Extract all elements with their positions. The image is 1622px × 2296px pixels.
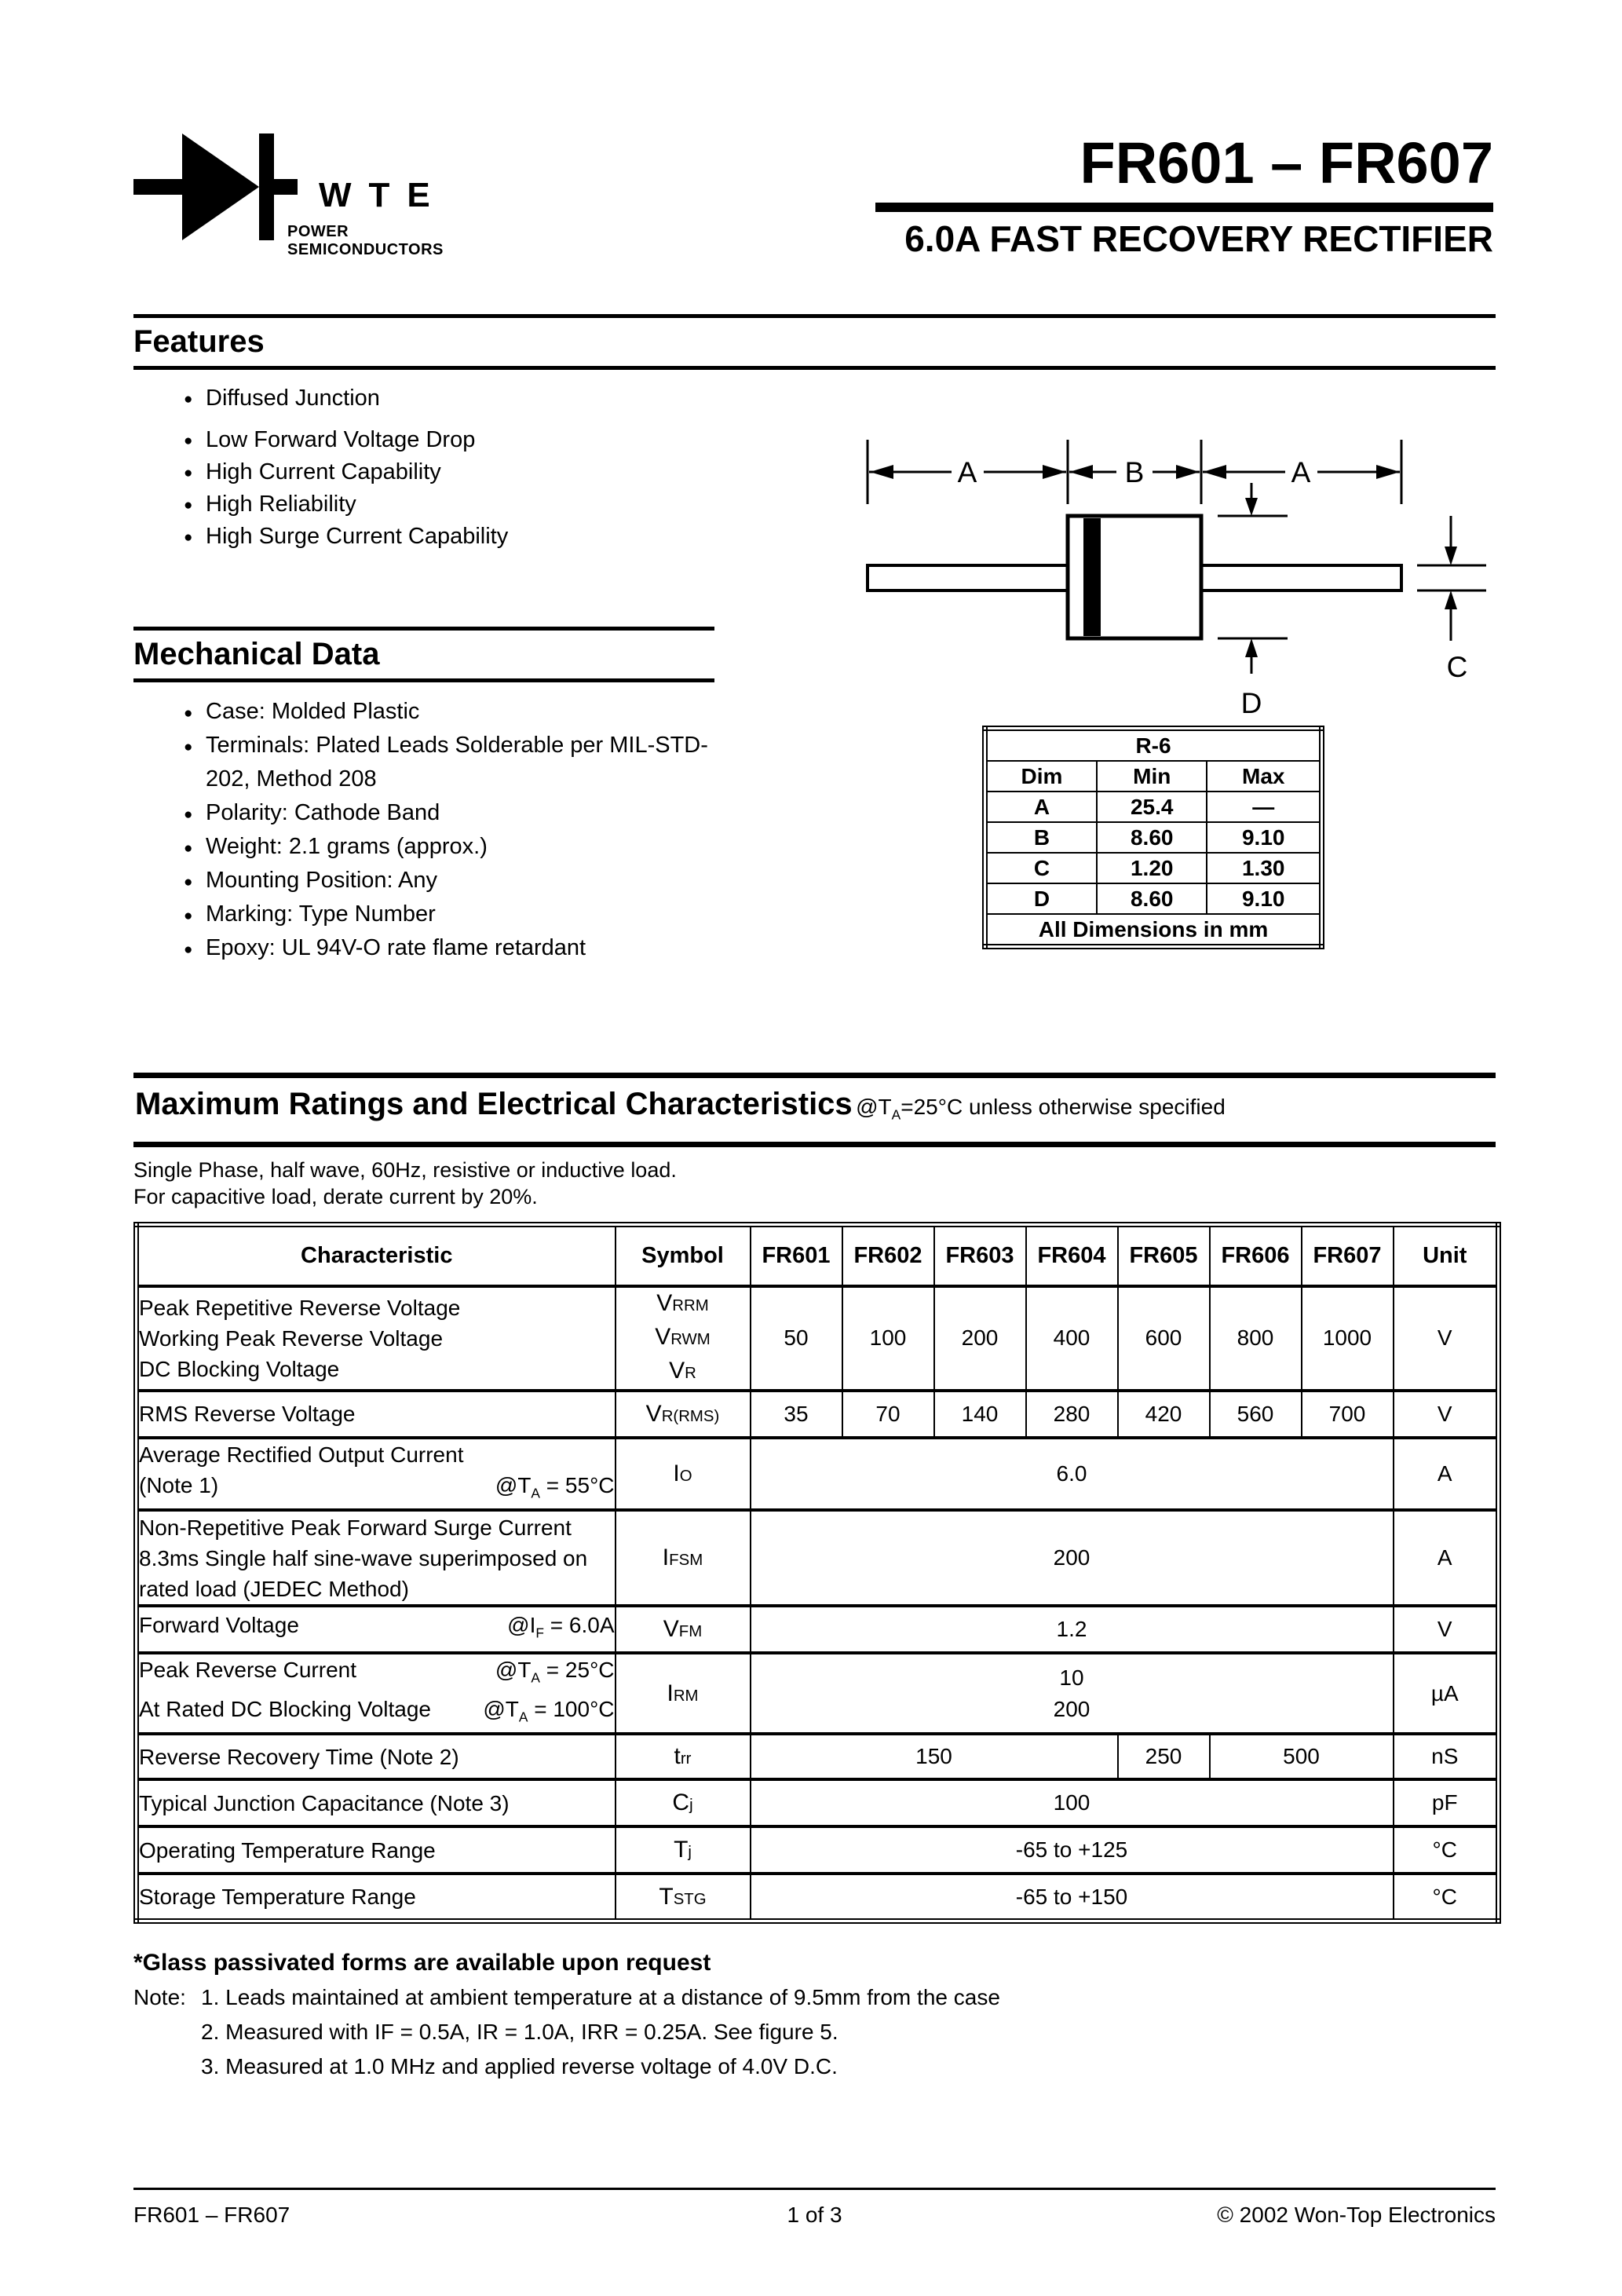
note-item: 3. Measured at 1.0 MHz and applied rever… [201, 2054, 838, 2078]
dim-label-a2: A [1291, 456, 1311, 488]
note-label: Note: [133, 1985, 186, 2009]
dim-cell: D [984, 883, 1098, 915]
table-row: Storage Temperature Range TSTG -65 to +1… [135, 1872, 1500, 1923]
diode-symbol-lead-right-icon [274, 179, 298, 195]
table-row: Typical Junction Capacitance (Note 3) Cj… [135, 1778, 1500, 1829]
list-item: Diffused Junction [133, 382, 1496, 415]
dim-cell: 1.20 [1095, 852, 1208, 884]
footer-part-number: FR601 – FR607 [133, 2203, 290, 2227]
title-block: FR601 – FR607 6.0A FAST RECOVERY RECTIFI… [875, 132, 1493, 259]
table-row: Forward Voltage @IF = 6.0A VFM 1.2 V [135, 1604, 1500, 1655]
footer-rule [133, 2188, 1496, 2190]
table-row: RMS Reverse Voltage VR(RMS) 35 70 140 28… [135, 1388, 1500, 1439]
list-item: Terminals: Plated Leads Solderable per M… [133, 729, 714, 796]
dim-label-c: C [1447, 651, 1468, 683]
dim-col-header: Dim [984, 760, 1098, 792]
dim-cell: 25.4 [1095, 791, 1208, 823]
section-rule [133, 627, 714, 631]
mechanical-data-heading: Mechanical Data [133, 637, 380, 671]
dim-cell: 8.60 [1095, 821, 1208, 854]
col-header: FR602 [841, 1223, 935, 1288]
table-row: Peak Repetitive Reverse Voltage Working … [135, 1284, 1500, 1392]
section-rule [133, 314, 1496, 318]
dimension-table: R-6 Dim Min Max A 25.4 — B 8.60 9.10 C 1… [982, 726, 1324, 949]
table-row: Non-Repetitive Peak Forward Surge Curren… [135, 1508, 1500, 1608]
glass-passivated-note: *Glass passivated forms are available up… [133, 1950, 711, 1976]
dim-cell: 1.30 [1206, 852, 1323, 884]
section-rule [133, 366, 1496, 370]
section-rule [133, 678, 714, 682]
ratings-table-wrap: Characteristic Symbol FR601 FR602 FR603 … [133, 1222, 1501, 1924]
logo-tagline: POWER SEMICONDUCTORS [287, 223, 444, 258]
col-header: Characteristic [135, 1223, 616, 1288]
diode-symbol-cathode-icon [259, 133, 274, 240]
table-header-row: Characteristic Symbol FR601 FR602 FR603 … [135, 1223, 1500, 1288]
note-item: 1. Leads maintained at ambient temperatu… [201, 1985, 1000, 2009]
dim-col-header: Max [1206, 760, 1323, 792]
note-item: 2. Measured with IF = 0.5A, IR = 1.0A, I… [201, 2020, 838, 2044]
col-header: FR604 [1025, 1223, 1119, 1288]
col-header: FR606 [1208, 1223, 1302, 1288]
list-item: Case: Molded Plastic [133, 695, 714, 730]
table-row: Reverse Recovery Time (Note 2) trr 150 2… [135, 1732, 1500, 1782]
col-header: Unit [1392, 1223, 1500, 1288]
dim-cell: C [984, 852, 1098, 884]
ratings-heading: Maximum Ratings and Electrical Character… [135, 1087, 853, 1121]
dim-cell: 9.10 [1206, 883, 1323, 915]
table-row: Peak Reverse Current @TA = 25°C At Rated… [135, 1651, 1500, 1736]
list-item: Mounting Position: Any [133, 864, 714, 899]
diode-symbol-triangle-icon [182, 133, 259, 240]
dim-table-title: R-6 [984, 727, 1323, 762]
ratings-condition: @TA=25°C unless otherwise specified [856, 1095, 1226, 1123]
ratings-subtitle-1: Single Phase, half wave, 60Hz, resistive… [133, 1157, 677, 1182]
col-header: FR605 [1116, 1223, 1211, 1288]
diode-symbol-lead-left-icon [133, 179, 182, 195]
part-number-title: FR601 – FR607 [1080, 130, 1494, 196]
ratings-subtitle-2: For capacitive load, derate current by 2… [133, 1184, 538, 1208]
dim-cell: B [984, 821, 1098, 854]
wte-logo: WTE POWER SEMICONDUCTORS [133, 132, 502, 258]
title-rule [875, 203, 1493, 212]
list-item: Low Forward Voltage Drop [133, 424, 1496, 457]
package-outline-drawing: A B A C D [866, 440, 1486, 719]
mechanical-data-section: Mechanical Data Case: Molded Plastic Ter… [133, 627, 714, 967]
col-header: Symbol [614, 1223, 751, 1288]
list-item: Polarity: Cathode Band [133, 796, 714, 832]
list-item: Marking: Type Number [133, 898, 714, 933]
features-section: Features Diffused Junction Low Forward V… [133, 314, 1496, 554]
dim-cell: — [1206, 791, 1323, 823]
dim-cell: 9.10 [1206, 821, 1323, 854]
footer-copyright: © 2002 Won-Top Electronics [1217, 2203, 1496, 2227]
list-item: High Surge Current Capability [133, 521, 1496, 554]
table-row: Average Rectified Output Current (Note 1… [135, 1435, 1500, 1512]
dim-cell: 8.60 [1095, 883, 1208, 915]
dim-label-a1: A [958, 456, 977, 488]
ratings-table: Characteristic Symbol FR601 FR602 FR603 … [133, 1222, 1501, 1924]
dim-col-header: Min [1095, 760, 1208, 792]
dim-label-d: D [1241, 687, 1262, 719]
features-heading: Features [133, 324, 265, 359]
list-item: High Reliability [133, 488, 1496, 521]
ratings-section-heading: Maximum Ratings and Electrical Character… [133, 1073, 1496, 1210]
page-subtitle: 6.0A FAST RECOVERY RECTIFIER [904, 218, 1493, 259]
list-item: Epoxy: UL 94V-O rate flame retardant [133, 931, 714, 967]
dim-cell: A [984, 791, 1098, 823]
table-row: Operating Temperature Range Tj -65 to +1… [135, 1825, 1500, 1876]
col-header: FR607 [1300, 1223, 1394, 1288]
section-rule [133, 1073, 1496, 1078]
mechanical-data-list: Case: Molded Plastic Terminals: Plated L… [133, 695, 714, 967]
footer-page-number: 1 of 3 [787, 2203, 842, 2227]
dim-label-b: B [1125, 456, 1145, 488]
page-footer: FR601 – FR607 1 of 3 © 2002 Won-Top Elec… [133, 2188, 1496, 2228]
footnotes: *Glass passivated forms are available up… [133, 1946, 1390, 2084]
section-rule [133, 1141, 1496, 1147]
col-header: FR601 [749, 1223, 843, 1288]
list-item: High Current Capability [133, 456, 1496, 489]
dim-table-footer: All Dimensions in mm [984, 913, 1323, 948]
col-header: FR603 [933, 1223, 1027, 1288]
list-item: Weight: 2.1 grams (approx.) [133, 830, 714, 865]
features-list: Diffused Junction Low Forward Voltage Dr… [133, 382, 1496, 554]
logo-brand: WTE [319, 176, 448, 214]
